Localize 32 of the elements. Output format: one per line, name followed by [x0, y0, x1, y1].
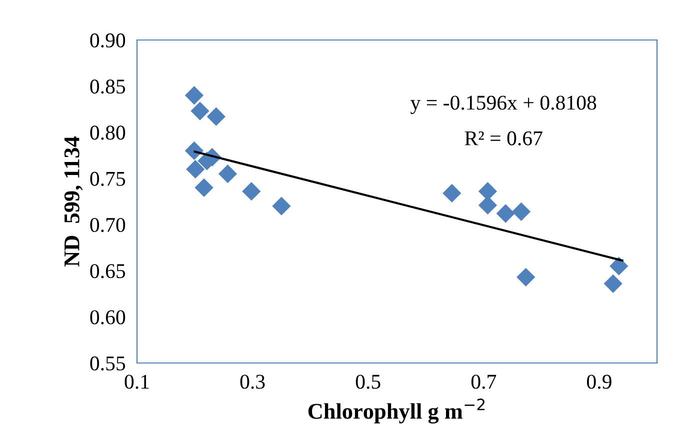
y-axis-title: ND 599, 1134 — [64, 136, 83, 267]
point — [442, 184, 462, 203]
point — [604, 274, 622, 293]
point — [516, 268, 536, 286]
y-tick-label: 0.90 — [90, 33, 126, 48]
x-tick-label: 0.7 — [471, 374, 496, 389]
point — [218, 164, 238, 184]
y-tick-label: 0.85 — [90, 80, 126, 94]
y-tick-label: 0.70 — [90, 218, 126, 232]
point — [512, 202, 531, 221]
point — [610, 256, 628, 276]
point — [272, 196, 291, 216]
y-tick-label: 0.55 — [90, 356, 126, 371]
point — [242, 182, 261, 201]
y-tick-label: 0.75 — [90, 172, 126, 186]
x-tick-label: 0.1 — [124, 374, 149, 389]
x-axis-title: Chlorophyll g m$^{−2}$ — [308, 398, 484, 424]
annotation: R² = 0.67 — [464, 131, 542, 146]
x-tick-label: 0.3 — [240, 374, 265, 389]
point — [186, 160, 205, 179]
point — [496, 204, 515, 223]
point — [194, 178, 214, 197]
annotation: y = -0.1596x + 0.8108 — [410, 96, 596, 114]
y-tick-label: 0.80 — [90, 126, 126, 140]
y-tick-label: 0.60 — [90, 310, 126, 324]
y-tick-label: 0.65 — [90, 264, 126, 278]
x-tick-label: 0.5 — [356, 374, 380, 389]
point — [184, 141, 204, 160]
point — [190, 102, 210, 120]
point — [184, 86, 204, 105]
point — [206, 107, 226, 126]
x-tick-label: 0.9 — [586, 374, 612, 389]
